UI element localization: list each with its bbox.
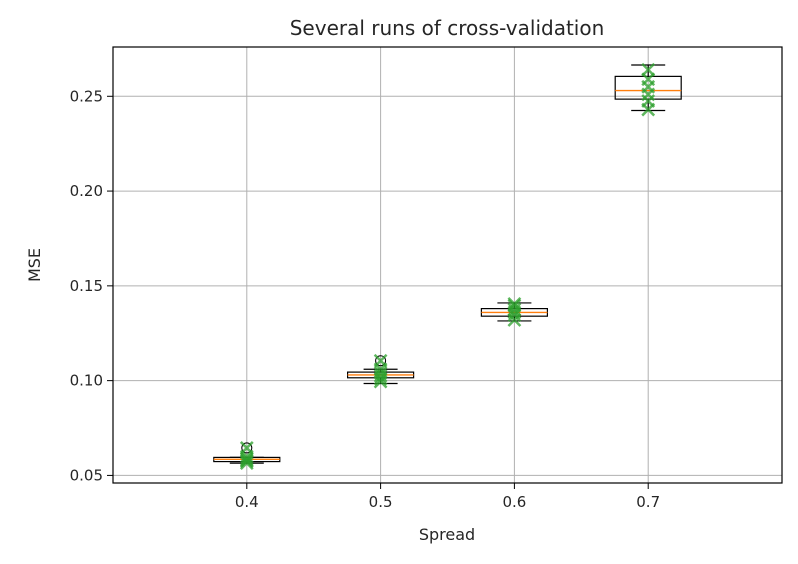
y-tick-label: 0.05 [70,466,103,484]
chart-title: Several runs of cross-validation [290,16,605,40]
point-stroke [373,366,388,380]
x-axis-label: Spread [419,525,475,544]
grid [113,47,782,483]
point-stroke [239,451,254,466]
point-stroke [373,353,388,368]
flier [241,442,253,454]
point-marker [373,353,388,368]
y-tick-label: 0.25 [70,87,103,105]
flier [375,355,387,367]
x-tick-label: 0.7 [636,493,660,511]
point-marker [239,451,254,466]
y-tick-label: 0.10 [70,372,103,390]
x-axis: 0.4 0.5 0.6 0.7 [235,483,660,511]
x-tick-label: 0.5 [369,493,393,511]
point-marker [239,441,254,455]
point-marker [507,298,522,313]
x-tick-label: 0.6 [502,493,526,511]
y-tick-label: 0.15 [70,277,103,295]
point-stroke [239,441,254,455]
point-marker [641,62,656,77]
point-stroke [507,298,522,313]
point-stroke [507,296,522,311]
box [614,75,682,100]
boxes [213,64,682,464]
point-marker [507,302,522,317]
y-axis-label: MSE [25,248,44,282]
point-stroke [641,62,656,77]
x-tick-label: 0.4 [235,493,259,511]
y-axis: 0.05 0.10 0.15 0.20 0.25 [70,87,113,484]
data-points [239,62,656,470]
point-marker [507,296,522,311]
point-marker [373,366,388,380]
plot-frame [112,46,783,484]
y-tick-label: 0.20 [70,182,103,200]
point-stroke [507,302,522,317]
